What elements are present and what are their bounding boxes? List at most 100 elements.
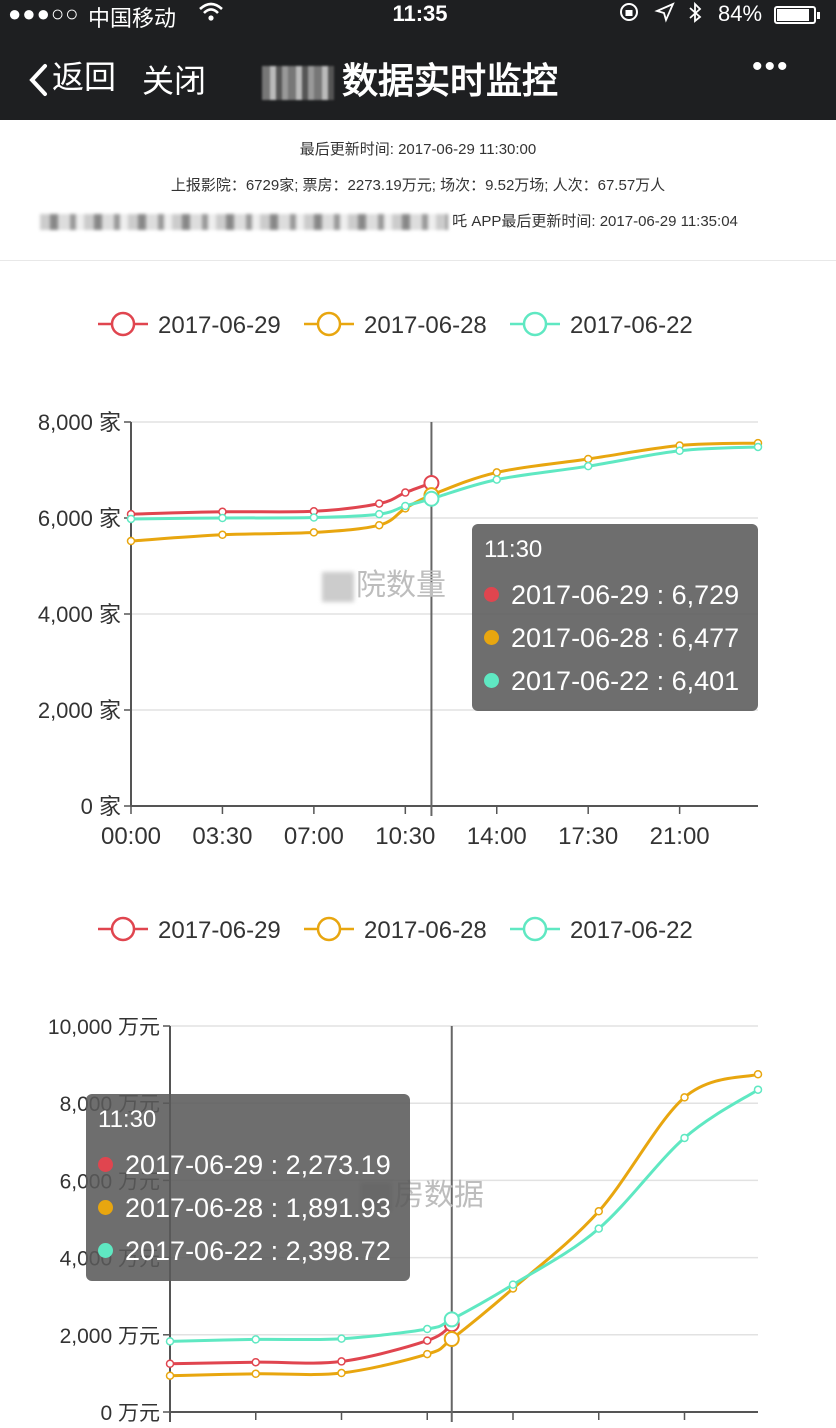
data-point <box>374 499 384 508</box>
back-label: 返回 <box>52 59 117 95</box>
orange-dot-icon <box>98 1200 113 1216</box>
data-point <box>218 530 227 540</box>
redacted-text <box>40 214 448 231</box>
data-point <box>126 514 136 524</box>
cinema-count-plot: 2017-06-29 2017-06-28 2017-06-22 8,000 家 6,0… <box>38 311 763 850</box>
legend-label: 2017-06-29 <box>158 917 281 944</box>
orange-dot-icon <box>484 630 499 646</box>
more-menu-button[interactable]: ••• <box>752 50 790 83</box>
cinema-count-chart: 2017-06-29 2017-06-28 2017-06-22 8,000 家 6,0… <box>0 260 836 880</box>
status-bar: ●●●○○ 中国移动 11:35 84% <box>0 0 836 31</box>
y-tick-label: 4,000 家 <box>38 602 121 627</box>
last-update-text: 最后更新时间: 2017-06-29 11:30:00 <box>299 141 537 158</box>
data-point <box>753 1070 763 1079</box>
legend-label: 2017-06-22 <box>570 917 693 944</box>
x-tick-label: 21:00 <box>650 823 710 850</box>
tooltip-row: 2017-06-29 : 2,273.19 <box>98 1144 398 1187</box>
legend-label: 2017-06-29 <box>158 312 281 339</box>
page-title-text: 数据实时监控 <box>342 60 559 101</box>
rotation-lock-icon <box>618 1 640 29</box>
data-point <box>251 1335 260 1344</box>
legend-label: 2017-06-22 <box>570 312 693 339</box>
legend-circle-icon <box>110 916 136 942</box>
tooltip-row: 2017-06-28 : 6,477 <box>484 617 746 660</box>
data-point <box>401 501 410 511</box>
data-point <box>337 1368 346 1378</box>
location-arrow-icon <box>654 1 676 29</box>
data-point <box>594 1224 603 1233</box>
red-dot-icon <box>98 1157 113 1173</box>
data-point <box>583 454 593 464</box>
tooltip-row: 2017-06-22 : 6,401 <box>484 660 746 703</box>
y-tick-label: 0 万元 <box>100 1402 160 1425</box>
tooltip-row: 2017-06-28 : 1,891.93 <box>98 1187 398 1230</box>
app-update-line: 吒 APP最后更新时间: 2017-06-29 11:35:04 <box>40 210 738 231</box>
battery-percent: 84% <box>718 1 763 26</box>
tooltip-time: 11:30 <box>484 536 543 563</box>
data-point <box>218 513 227 523</box>
tooltip-row: 2017-06-29 : 6,729 <box>484 574 746 617</box>
tooltip-time: 11:30 <box>98 1106 157 1133</box>
data-point <box>508 1280 518 1289</box>
series-line <box>169 1072 759 1378</box>
red-dot-icon <box>484 587 499 603</box>
close-button[interactable]: 关闭 <box>142 63 207 99</box>
teal-dot-icon <box>98 1243 113 1259</box>
data-point <box>492 475 501 484</box>
data-point <box>675 446 684 456</box>
x-tick-label: 10:30 <box>375 823 435 850</box>
data-point <box>309 513 319 522</box>
x-tick-label: 17:30 <box>558 823 618 850</box>
data-point <box>680 1133 689 1143</box>
summary-text: 上报影院：6729家; 票房：2273.19万元; 场次：9.52万场; 人次：… <box>170 177 666 194</box>
legend-circle-icon <box>522 311 548 337</box>
data-point <box>492 468 501 477</box>
data-point <box>337 1334 346 1343</box>
data-point <box>594 1207 603 1216</box>
y-tick-label: 2,000 万元 <box>60 1325 160 1348</box>
data-point <box>583 461 593 471</box>
chart-tooltip: 11:30 2017-06-29 : 6,729 2017-06-28 : 6,… <box>472 524 758 711</box>
series-line <box>130 481 432 516</box>
data-point <box>337 1357 346 1366</box>
data-point <box>753 1085 763 1094</box>
data-point <box>753 442 763 452</box>
carrier-name: 中国移动 <box>88 6 177 31</box>
data-point <box>251 1357 260 1367</box>
chart-tooltip: 11:30 2017-06-29 : 2,273.19 2017-06-28 :… <box>86 1094 410 1281</box>
legend-circle-icon <box>316 916 342 942</box>
legend-label: 2017-06-28 <box>364 312 487 339</box>
y-tick-label: 0 家 <box>81 794 121 819</box>
battery-icon <box>774 6 820 24</box>
data-point <box>309 528 319 537</box>
signal-strength: ●●●○○ <box>8 1 80 26</box>
data-point <box>165 1359 175 1368</box>
x-tick-label: 00:00 <box>101 823 161 850</box>
data-point <box>126 536 136 546</box>
x-tick-label: 03:30 <box>192 823 252 850</box>
y-tick-label: 2,000 家 <box>38 698 121 723</box>
page-title: 数据实时监控 <box>262 52 558 104</box>
legend-circle-icon <box>522 916 548 942</box>
back-button[interactable]: 返回 <box>28 52 116 98</box>
y-tick-label: 6,000 家 <box>38 506 121 531</box>
data-point <box>423 1349 432 1359</box>
data-point <box>443 1330 460 1347</box>
data-point <box>423 1336 432 1345</box>
wifi-icon <box>198 0 224 30</box>
chart-watermark: 院数量 <box>322 560 446 604</box>
y-tick-label: 8,000 家 <box>38 410 121 435</box>
y-tick-label: 10,000 万元 <box>48 1016 160 1039</box>
x-tick-label: 14:00 <box>467 823 527 850</box>
legend-circle-icon <box>110 311 136 337</box>
info-header: 最后更新时间: 2017-06-29 11:30:00 上报影院：6729家; … <box>0 120 836 261</box>
app-update-text: APP最后更新时间: 2017-06-29 11:35:04 <box>471 213 738 230</box>
status-time: 11:35 <box>392 1 448 26</box>
data-point <box>374 509 384 519</box>
data-point <box>251 1369 260 1379</box>
series-line <box>130 445 759 521</box>
legend-label: 2017-06-28 <box>364 917 487 944</box>
data-point <box>165 1371 175 1380</box>
